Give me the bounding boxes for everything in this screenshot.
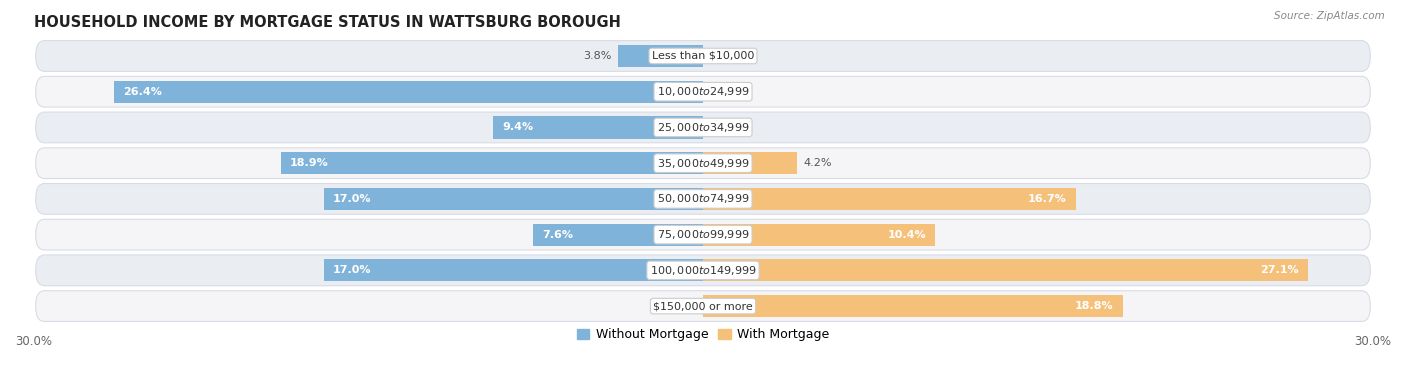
Legend: Without Mortgage, With Mortgage: Without Mortgage, With Mortgage [572,323,834,346]
Text: HOUSEHOLD INCOME BY MORTGAGE STATUS IN WATTSBURG BOROUGH: HOUSEHOLD INCOME BY MORTGAGE STATUS IN W… [34,15,620,30]
Bar [703,152,797,174]
Text: 18.9%: 18.9% [290,158,329,168]
Bar [703,223,935,246]
Text: $25,000 to $34,999: $25,000 to $34,999 [657,121,749,134]
Text: 16.7%: 16.7% [1028,194,1067,204]
Bar [533,223,703,246]
FancyBboxPatch shape [35,184,1371,214]
FancyBboxPatch shape [35,219,1371,250]
Bar [703,259,1308,282]
Bar [323,259,703,282]
Bar [281,152,703,174]
Text: 27.1%: 27.1% [1260,265,1299,275]
FancyBboxPatch shape [35,291,1371,321]
Text: 26.4%: 26.4% [122,87,162,97]
FancyBboxPatch shape [35,255,1371,286]
Text: 4.2%: 4.2% [803,158,832,168]
Bar [703,295,1122,317]
Bar [494,116,703,138]
Text: $150,000 or more: $150,000 or more [654,301,752,311]
Text: Source: ZipAtlas.com: Source: ZipAtlas.com [1274,11,1385,21]
Text: 0.0%: 0.0% [666,301,695,311]
Bar [703,188,1076,210]
Text: Less than $10,000: Less than $10,000 [652,51,754,61]
Text: 17.0%: 17.0% [333,265,371,275]
Bar [114,81,703,103]
Text: $35,000 to $49,999: $35,000 to $49,999 [657,156,749,170]
FancyBboxPatch shape [35,76,1371,107]
Bar [619,45,703,67]
Text: 9.4%: 9.4% [502,122,533,132]
Bar [323,188,703,210]
Text: 0.0%: 0.0% [711,87,740,97]
Text: 10.4%: 10.4% [887,230,927,240]
Text: 7.6%: 7.6% [543,230,574,240]
Text: $50,000 to $74,999: $50,000 to $74,999 [657,192,749,205]
Text: 0.0%: 0.0% [711,51,740,61]
Text: $10,000 to $24,999: $10,000 to $24,999 [657,85,749,98]
FancyBboxPatch shape [35,148,1371,178]
Text: 18.8%: 18.8% [1076,301,1114,311]
Text: $100,000 to $149,999: $100,000 to $149,999 [650,264,756,277]
Text: 0.0%: 0.0% [711,122,740,132]
Text: 3.8%: 3.8% [583,51,612,61]
FancyBboxPatch shape [35,112,1371,143]
FancyBboxPatch shape [35,40,1371,71]
Text: 17.0%: 17.0% [333,194,371,204]
Text: $75,000 to $99,999: $75,000 to $99,999 [657,228,749,241]
